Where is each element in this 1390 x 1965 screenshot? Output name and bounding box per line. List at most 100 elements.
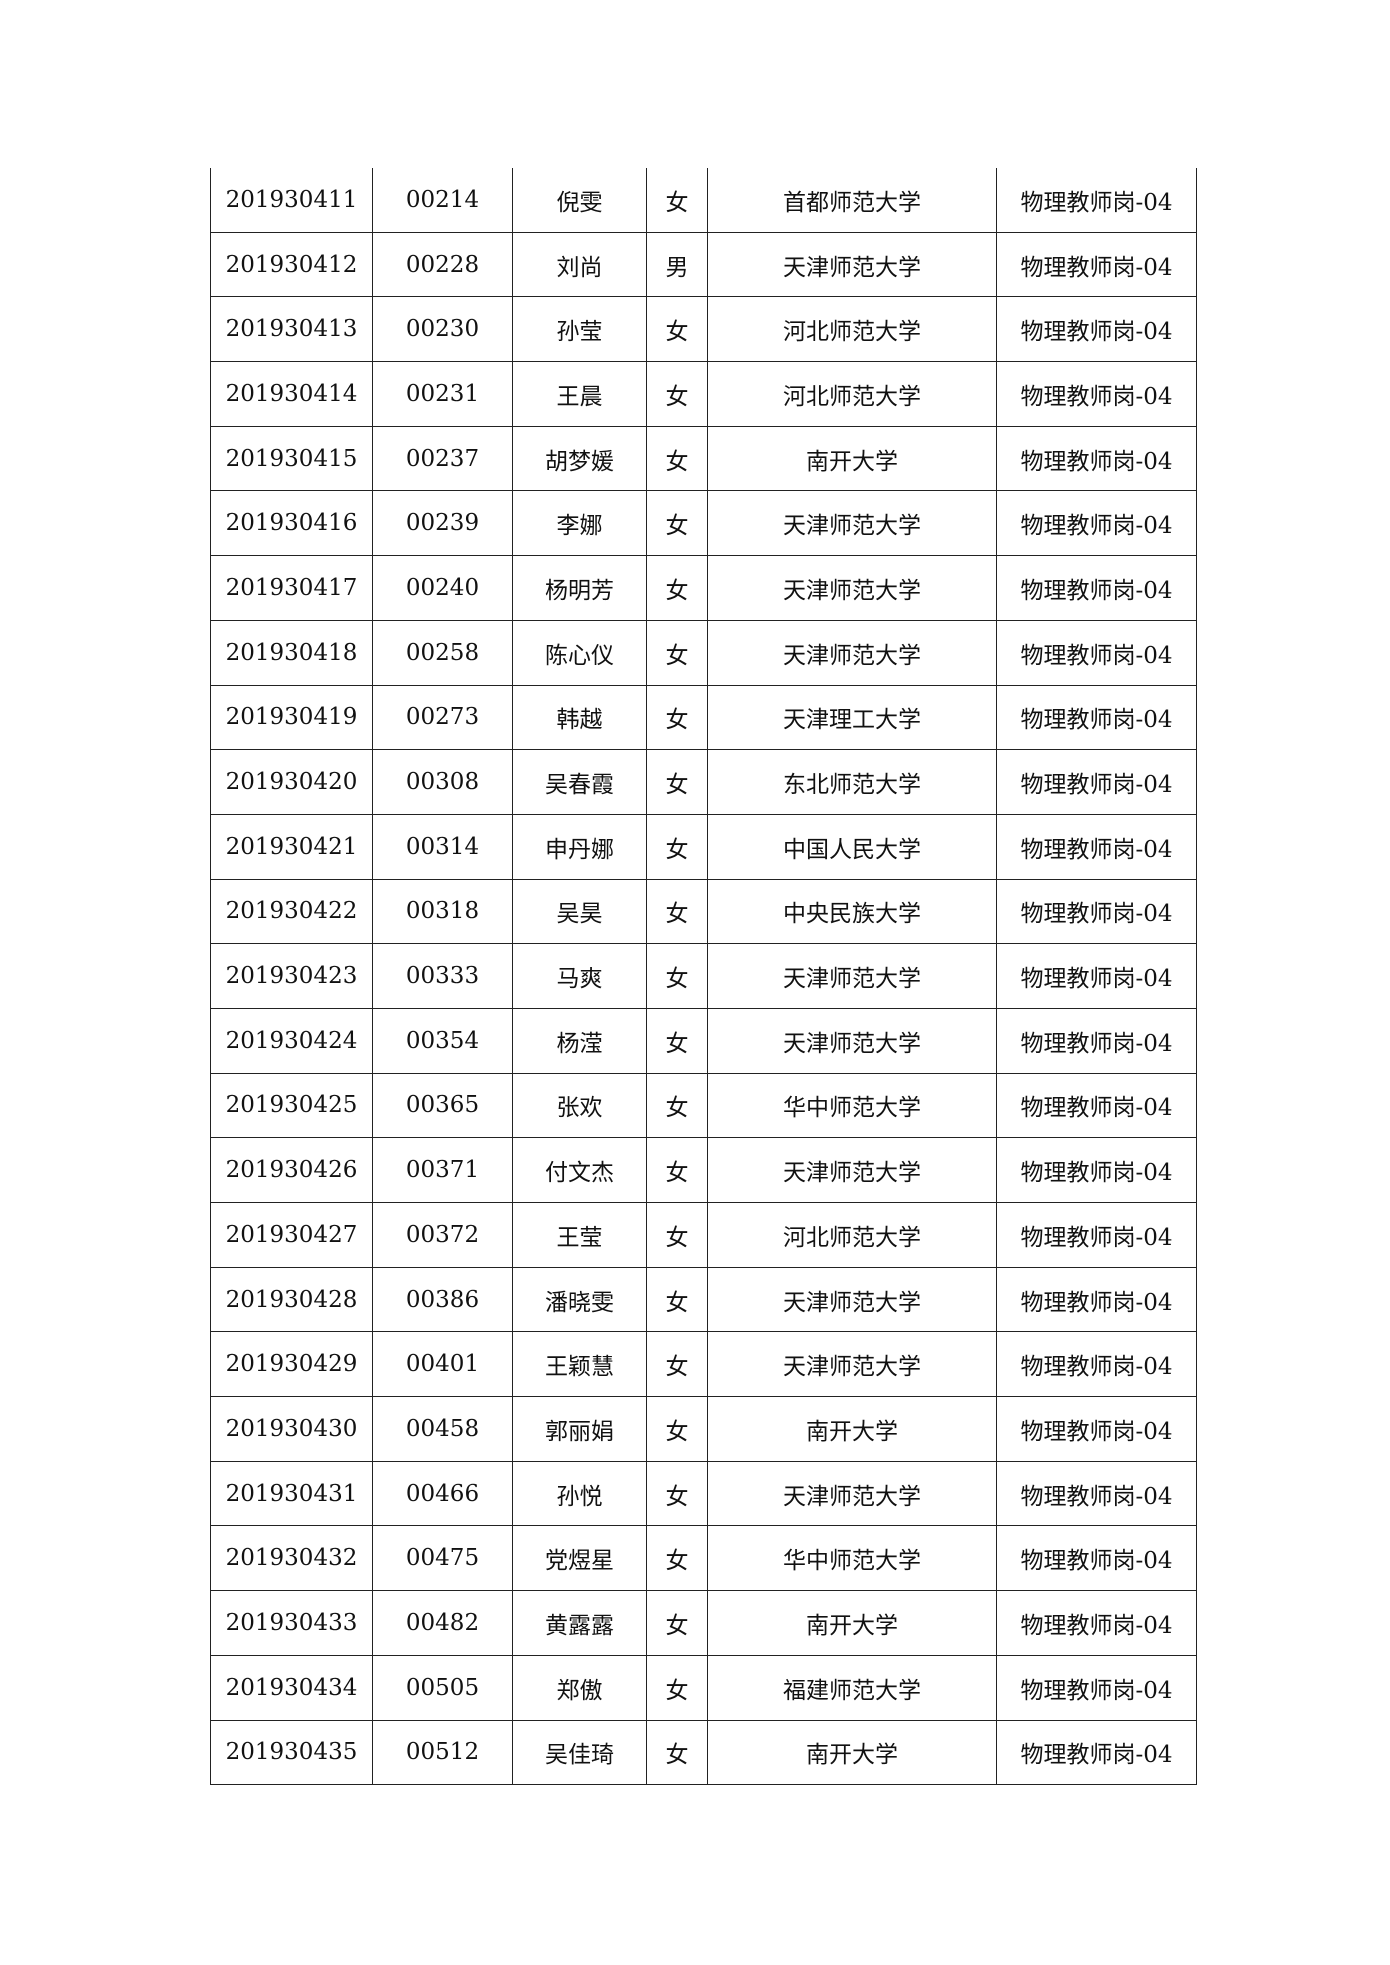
exam-number-cell: 201930430: [210, 1396, 373, 1462]
position-cell: 物理教师岗-04: [996, 1202, 1197, 1268]
exam-number-cell: 201930429: [210, 1331, 373, 1398]
gender-cell: 女: [646, 425, 708, 492]
id-number-cell: 00230: [372, 296, 513, 363]
gender-cell: 女: [646, 1007, 708, 1074]
gender-cell: 女: [646, 813, 708, 880]
university-cell: 东北师范大学: [707, 749, 997, 815]
gender-cell: 女: [646, 1202, 708, 1268]
table-body: 201930411 00214 倪雯女首都师范大学 物理教师岗-04 201930412…: [210, 168, 1197, 1786]
id-number-cell: 00458: [372, 1396, 513, 1462]
exam-number-cell: 201930428: [210, 1266, 373, 1333]
name-cell: 王莹: [512, 1202, 647, 1268]
table-row: 201930413 00230 孙莹女河北师范大学 物理教师岗-04: [210, 296, 1197, 363]
exam-number-cell: 201930414: [210, 361, 373, 427]
gender-cell: 女: [646, 749, 708, 815]
position-cell: 物理教师岗-04: [996, 943, 1197, 1009]
id-number-cell: 00482: [372, 1590, 513, 1656]
university-cell: 华中师范大学: [707, 1072, 997, 1139]
table-row: 201930433 00482 黄露露女南开大学 物理教师岗-04: [210, 1590, 1197, 1656]
university-cell: 天津师范大学: [707, 1460, 997, 1527]
id-number-cell: 00386: [372, 1266, 513, 1333]
exam-number-cell: 201930432: [210, 1525, 373, 1592]
id-number-cell: 00240: [372, 555, 513, 621]
gender-cell: 女: [646, 1719, 708, 1786]
university-cell: 天津师范大学: [707, 490, 997, 557]
id-number-cell: 00239: [372, 490, 513, 557]
university-cell: 天津师范大学: [707, 1331, 997, 1398]
university-cell: 中国人民大学: [707, 813, 997, 880]
position-cell: 物理教师岗-04: [996, 619, 1197, 686]
position-cell: 物理教师岗-04: [996, 749, 1197, 815]
position-cell: 物理教师岗-04: [996, 555, 1197, 621]
name-cell: 胡梦媛: [512, 425, 647, 492]
university-cell: 河北师范大学: [707, 296, 997, 363]
id-number-cell: 00314: [372, 813, 513, 880]
position-cell: 物理教师岗-04: [996, 490, 1197, 557]
exam-number-cell: 201930417: [210, 555, 373, 621]
university-cell: 福建师范大学: [707, 1654, 997, 1721]
name-cell: 党煜星: [512, 1525, 647, 1592]
exam-number-cell: 201930411: [210, 168, 373, 233]
name-cell: 李娜: [512, 490, 647, 557]
position-cell: 物理教师岗-04: [996, 361, 1197, 427]
exam-number-cell: 201930433: [210, 1590, 373, 1656]
position-cell: 物理教师岗-04: [996, 1072, 1197, 1139]
name-cell: 吴春霞: [512, 749, 647, 815]
position-cell: 物理教师岗-04: [996, 1525, 1197, 1592]
position-cell: 物理教师岗-04: [996, 425, 1197, 492]
table-row: 201930425 00365 张欢女华中师范大学 物理教师岗-04: [210, 1072, 1197, 1139]
university-cell: 天津师范大学: [707, 1137, 997, 1203]
name-cell: 杨滢: [512, 1007, 647, 1074]
table-row: 201930415 00237 胡梦媛女南开大学 物理教师岗-04: [210, 425, 1197, 492]
name-cell: 付文杰: [512, 1137, 647, 1203]
table-row: 201930412 00228 刘尚男天津师范大学 物理教师岗-04: [210, 231, 1197, 298]
gender-cell: 女: [646, 1137, 708, 1203]
id-number-cell: 00372: [372, 1202, 513, 1268]
table-row: 201930419 00273 韩越女天津理工大学 物理教师岗-04: [210, 684, 1197, 751]
id-number-cell: 00512: [372, 1719, 513, 1786]
gender-cell: 女: [646, 619, 708, 686]
gender-cell: 女: [646, 1654, 708, 1721]
id-number-cell: 00258: [372, 619, 513, 686]
exam-number-cell: 201930435: [210, 1719, 373, 1786]
university-cell: 南开大学: [707, 1590, 997, 1656]
university-cell: 中央民族大学: [707, 878, 997, 945]
gender-cell: 女: [646, 168, 708, 233]
university-cell: 华中师范大学: [707, 1525, 997, 1592]
exam-number-cell: 201930426: [210, 1137, 373, 1203]
table-row: 201930426 00371 付文杰女天津师范大学 物理教师岗-04: [210, 1137, 1197, 1203]
position-cell: 物理教师岗-04: [996, 1266, 1197, 1333]
name-cell: 黄露露: [512, 1590, 647, 1656]
id-number-cell: 00466: [372, 1460, 513, 1527]
name-cell: 倪雯: [512, 168, 647, 233]
name-cell: 王晨: [512, 361, 647, 427]
table-row: 201930422 00318 吴昊女中央民族大学 物理教师岗-04: [210, 878, 1197, 945]
id-number-cell: 00231: [372, 361, 513, 427]
table-row: 201930431 00466 孙悦女天津师范大学 物理教师岗-04: [210, 1460, 1197, 1527]
id-number-cell: 00505: [372, 1654, 513, 1721]
gender-cell: 男: [646, 231, 708, 298]
id-number-cell: 00365: [372, 1072, 513, 1139]
id-number-cell: 00214: [372, 168, 513, 233]
university-cell: 南开大学: [707, 425, 997, 492]
position-cell: 物理教师岗-04: [996, 1590, 1197, 1656]
gender-cell: 女: [646, 878, 708, 945]
gender-cell: 女: [646, 555, 708, 621]
gender-cell: 女: [646, 1331, 708, 1398]
table-row: 201930435 00512 吴佳琦女南开大学 物理教师岗-04: [210, 1719, 1197, 1786]
exam-number-cell: 201930427: [210, 1202, 373, 1268]
university-cell: 天津师范大学: [707, 1007, 997, 1074]
table-row: 201930416 00239 李娜女天津师范大学 物理教师岗-04: [210, 490, 1197, 557]
position-cell: 物理教师岗-04: [996, 1331, 1197, 1398]
position-cell: 物理教师岗-04: [996, 1654, 1197, 1721]
gender-cell: 女: [646, 490, 708, 557]
exam-number-cell: 201930425: [210, 1072, 373, 1139]
table-row: 201930420 00308 吴春霞女东北师范大学 物理教师岗-04: [210, 749, 1197, 815]
position-cell: 物理教师岗-04: [996, 1719, 1197, 1786]
university-cell: 南开大学: [707, 1719, 997, 1786]
table-row: 201930421 00314 申丹娜女中国人民大学 物理教师岗-04: [210, 813, 1197, 880]
table-row: 201930417 00240 杨明芳女天津师范大学 物理教师岗-04: [210, 555, 1197, 621]
gender-cell: 女: [646, 1590, 708, 1656]
name-cell: 郑傲: [512, 1654, 647, 1721]
table-row: 201930432 00475 党煜星女华中师范大学 物理教师岗-04: [210, 1525, 1197, 1592]
